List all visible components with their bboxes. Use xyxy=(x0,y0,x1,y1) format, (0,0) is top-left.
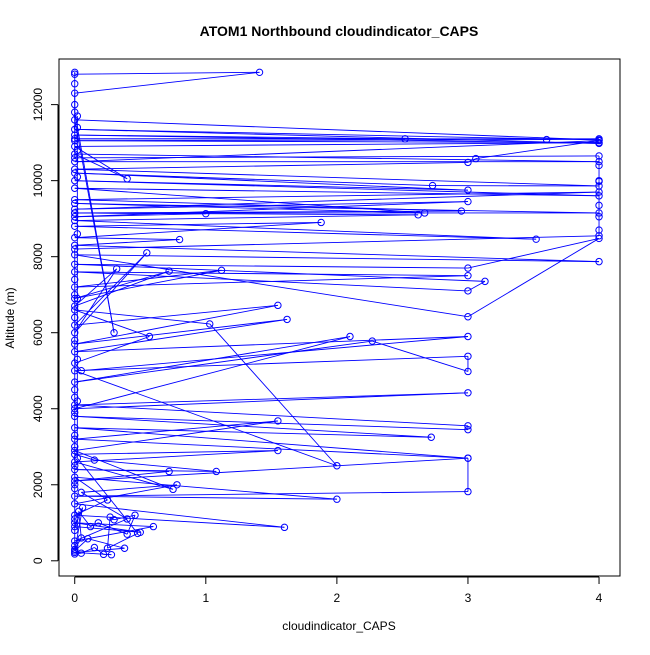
chart-title: ATOM1 Northbound cloudindicator_CAPS xyxy=(200,23,479,39)
x-tick-label: 2 xyxy=(334,591,341,605)
y-tick-label: 6000 xyxy=(31,319,45,346)
x-axis-label: cloudindicator_CAPS xyxy=(282,619,395,633)
x-tick-label: 0 xyxy=(71,591,78,605)
y-axis-label: Altitude (m) xyxy=(3,287,17,348)
y-tick-label: 12000 xyxy=(31,88,45,122)
y-tick-label: 8000 xyxy=(31,243,45,270)
y-tick-label: 10000 xyxy=(31,164,45,198)
y-tick-label: 4000 xyxy=(31,395,45,422)
x-tick-label: 3 xyxy=(465,591,472,605)
y-tick-label: 2000 xyxy=(31,471,45,498)
x-tick-label: 1 xyxy=(202,591,209,605)
x-tick-label: 4 xyxy=(596,591,603,605)
y-tick-label: 0 xyxy=(31,557,45,564)
